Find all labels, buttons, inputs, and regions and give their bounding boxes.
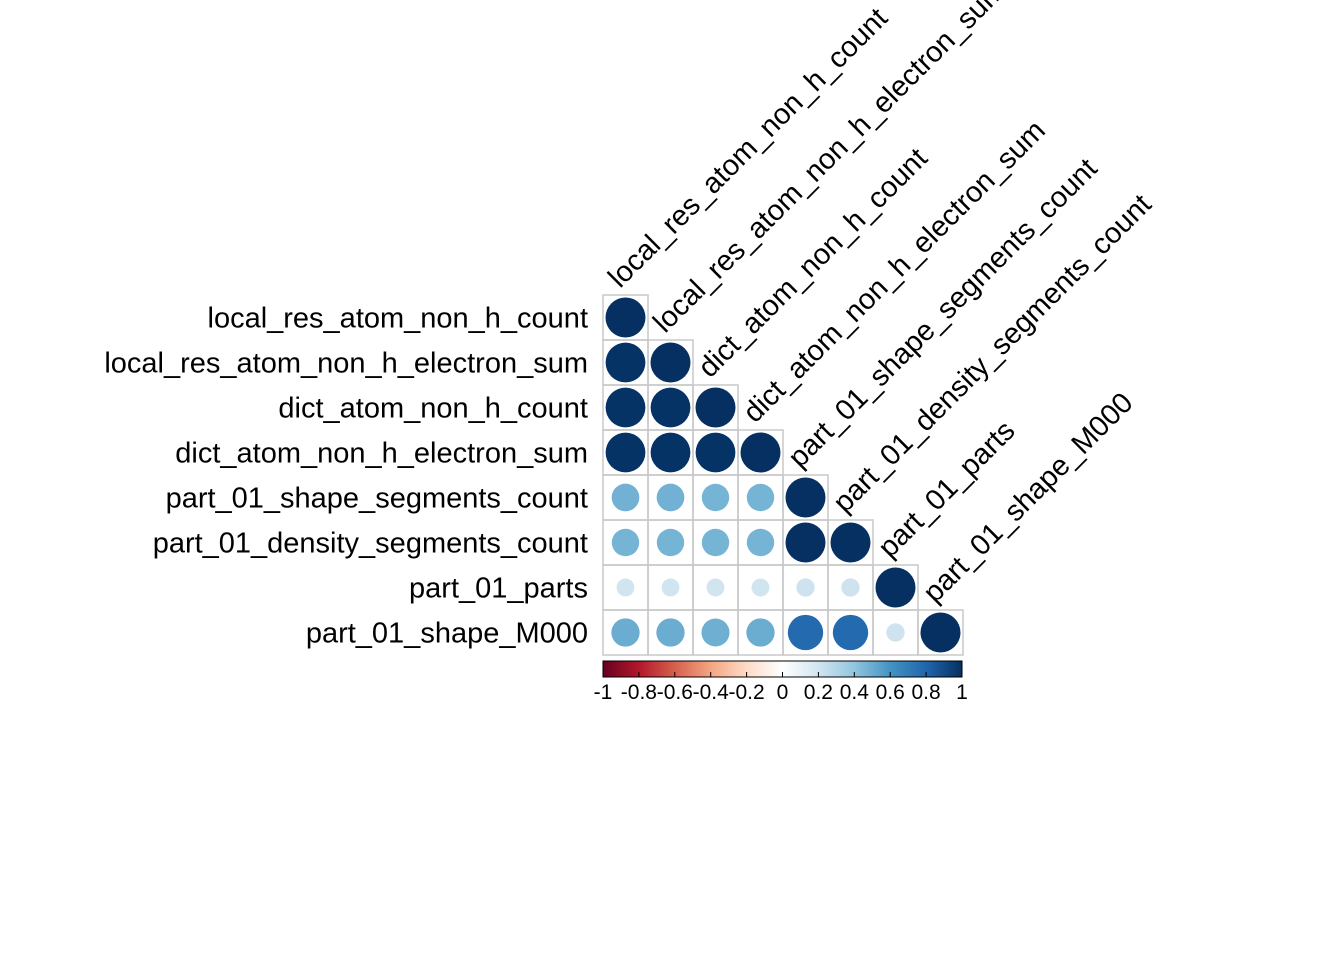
- correlation-circle: [611, 618, 640, 647]
- correlation-circle: [830, 522, 871, 563]
- correlation-circle: [605, 297, 646, 338]
- correlation-circles: [605, 297, 961, 653]
- correlation-circle: [706, 578, 725, 597]
- correlation-circle: [746, 483, 775, 512]
- correlation-circle: [650, 432, 691, 473]
- correlation-circle: [656, 528, 685, 557]
- color-bar-tick-label: 0.6: [876, 681, 905, 704]
- correlation-circle: [841, 578, 860, 597]
- color-bar-tick-label: 1: [956, 681, 968, 704]
- grid: [602, 294, 964, 656]
- correlation-circle: [785, 477, 826, 518]
- color-bar-tick-label: -0.2: [729, 681, 765, 704]
- correlation-circle: [751, 578, 770, 597]
- correlation-circle: [695, 432, 736, 473]
- correlation-circle: [785, 522, 826, 563]
- color-bar-tick-label: 0: [777, 681, 789, 704]
- row-label: part_01_density_segments_count: [153, 528, 588, 560]
- color-bar-tick-label: 0.4: [840, 681, 870, 704]
- row-labels: local_res_atom_non_h_count local_res_atom…: [104, 303, 588, 650]
- correlation-circle: [695, 387, 736, 428]
- correlation-circle: [650, 387, 691, 428]
- column-label: part_01_density_segments_count: [827, 189, 1157, 519]
- column-labels: local_res_atom_non_h_countlocal_res_atom…: [602, 0, 1157, 609]
- color-bar-tick-label: -0.6: [657, 681, 693, 704]
- correlation-circle: [616, 578, 635, 597]
- correlation-circle: [746, 528, 775, 557]
- color-bar-tick-label: -0.4: [693, 681, 730, 704]
- color-legend: -1 -0.8 -0.6 -0.4 -0.2 0 0.2 0.4 0.6 0.8 1: [594, 660, 968, 704]
- row-label: part_01_parts: [409, 573, 588, 605]
- correlation-circle: [650, 342, 691, 383]
- correlation-circle: [832, 614, 869, 651]
- row-label: dict_atom_non_h_count: [278, 393, 588, 425]
- correlation-circle: [701, 528, 730, 557]
- correlation-circle: [701, 618, 730, 647]
- correlation-circle: [920, 612, 961, 653]
- correlation-circle: [796, 578, 815, 597]
- correlation-circle: [611, 483, 640, 512]
- correlation-circle: [875, 567, 916, 608]
- color-bar-tick-label: -0.8: [621, 681, 657, 704]
- correlation-circle: [605, 387, 646, 428]
- correlation-circle: [605, 432, 646, 473]
- color-bar-tick-label: 0.8: [911, 681, 940, 704]
- row-label: local_res_atom_non_h_electron_sum: [104, 348, 588, 380]
- grid-cell: [917, 609, 964, 656]
- correlation-circle: [701, 483, 730, 512]
- correlation-circle: [787, 614, 824, 651]
- correlation-circle: [656, 483, 685, 512]
- correlation-circle: [656, 618, 685, 647]
- correlation-circle: [661, 578, 680, 597]
- row-label: local_res_atom_non_h_count: [208, 303, 589, 335]
- correlation-circle: [740, 432, 781, 473]
- correlation-circle: [886, 623, 905, 642]
- row-label: part_01_shape_M000: [306, 618, 588, 650]
- row-label: dict_atom_non_h_electron_sum: [175, 438, 588, 470]
- color-bar-tick-label: -1: [594, 681, 613, 704]
- correlation-circle: [605, 342, 646, 383]
- row-label: part_01_shape_segments_count: [166, 483, 588, 515]
- color-bar-tick-label: 0.2: [804, 681, 833, 704]
- correlation-circle: [611, 528, 640, 557]
- correlation-circle: [746, 618, 775, 647]
